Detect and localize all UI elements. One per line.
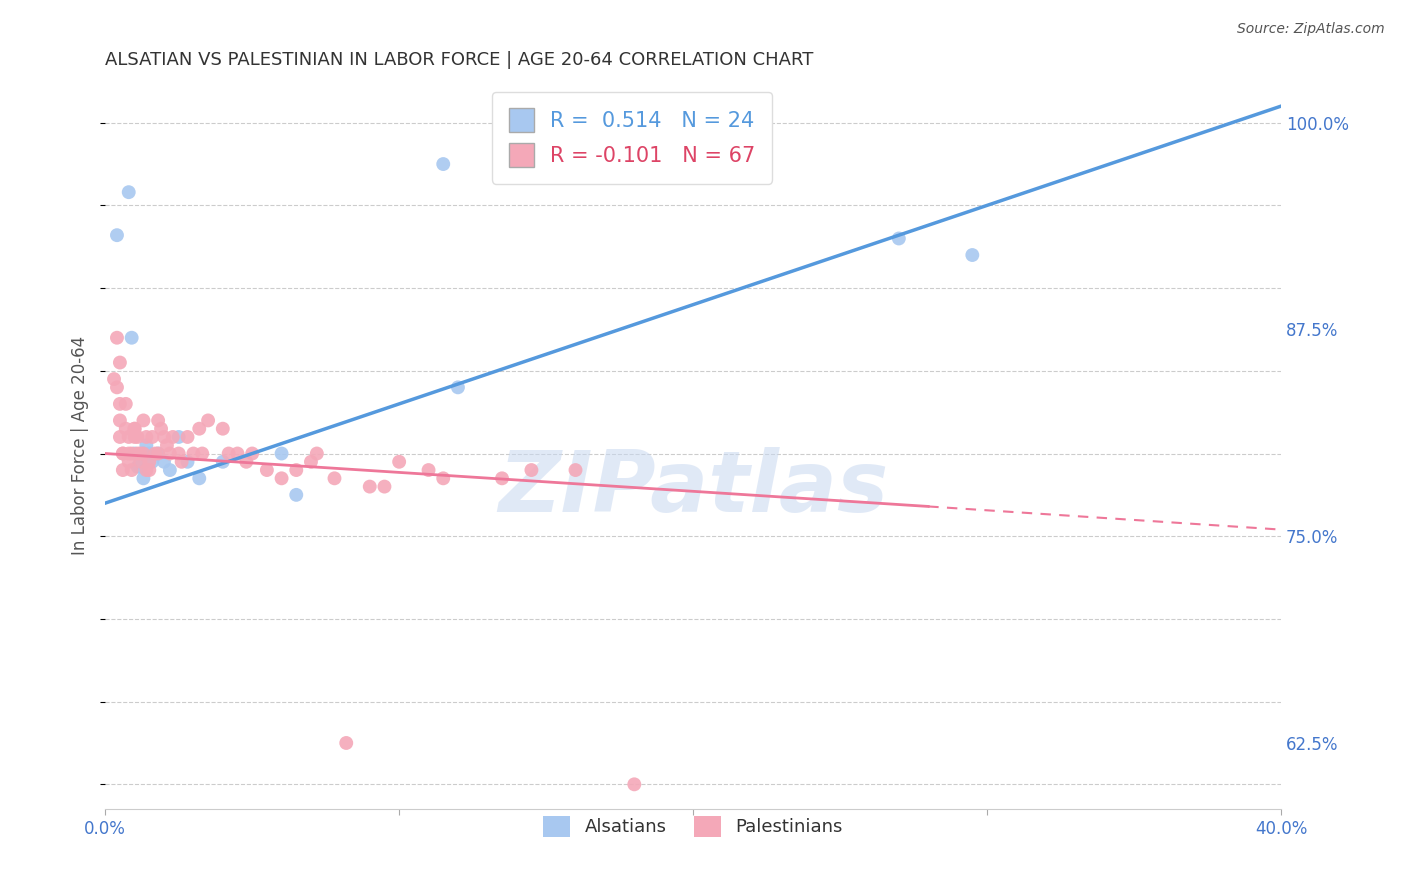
Point [127, 446, 149, 460]
Point [132, 446, 155, 460]
Point [270, 471, 292, 485]
Point [491, 471, 513, 485]
Point [285, 463, 308, 477]
Point [159, 446, 181, 460]
Point [176, 455, 198, 469]
Point [135, 463, 157, 477]
Point [124, 422, 146, 436]
Point [285, 488, 308, 502]
Point [623, 777, 645, 791]
Point [359, 480, 381, 494]
Point [118, 455, 141, 469]
Point [132, 471, 155, 485]
Text: ZIPatlas: ZIPatlas [498, 448, 889, 531]
Point [153, 455, 176, 469]
Point [138, 463, 160, 477]
Point [156, 438, 179, 452]
Point [121, 446, 143, 460]
Legend: Alsatians, Palestinians: Alsatians, Palestinians [536, 808, 851, 844]
Point [135, 430, 157, 444]
Point [176, 430, 198, 444]
Point [118, 430, 141, 444]
Point [105, 331, 128, 345]
Point [111, 463, 134, 477]
Point [124, 422, 146, 436]
Point [299, 455, 322, 469]
Point [162, 430, 184, 444]
Point [111, 446, 134, 460]
Point [135, 438, 157, 452]
Point [211, 422, 233, 436]
Point [124, 446, 146, 460]
Point [118, 446, 141, 460]
Point [132, 413, 155, 427]
Point [111, 446, 134, 460]
Point [127, 459, 149, 474]
Point [887, 231, 910, 245]
Point [153, 430, 176, 444]
Point [183, 446, 205, 460]
Point [138, 446, 160, 460]
Point [114, 422, 136, 436]
Point [103, 372, 125, 386]
Point [191, 446, 214, 460]
Point [432, 157, 454, 171]
Point [170, 455, 193, 469]
Point [105, 380, 128, 394]
Point [141, 455, 163, 469]
Point [138, 455, 160, 469]
Point [146, 446, 169, 460]
Text: Source: ZipAtlas.com: Source: ZipAtlas.com [1237, 22, 1385, 37]
Point [305, 446, 328, 460]
Point [118, 185, 141, 199]
Point [105, 228, 128, 243]
Point [167, 430, 190, 444]
Point [256, 463, 278, 477]
Point [108, 397, 131, 411]
Point [432, 471, 454, 485]
Point [108, 413, 131, 427]
Point [129, 455, 152, 469]
Point [141, 430, 163, 444]
Point [167, 446, 190, 460]
Point [129, 446, 152, 460]
Point [211, 455, 233, 469]
Point [150, 422, 173, 436]
Point [270, 446, 292, 460]
Text: ALSATIAN VS PALESTINIAN IN LABOR FORCE | AGE 20-64 CORRELATION CHART: ALSATIAN VS PALESTINIAN IN LABOR FORCE |… [105, 51, 814, 69]
Point [108, 430, 131, 444]
Point [418, 463, 440, 477]
Point [108, 355, 131, 369]
Point [129, 459, 152, 474]
Y-axis label: In Labor Force | Age 20-64: In Labor Force | Age 20-64 [72, 335, 89, 555]
Point [146, 413, 169, 427]
Point [962, 248, 984, 262]
Point [188, 422, 211, 436]
Point [132, 446, 155, 460]
Point [323, 471, 346, 485]
Point [143, 446, 166, 460]
Point [235, 455, 257, 469]
Point [226, 446, 249, 460]
Point [121, 331, 143, 345]
Point [447, 380, 470, 394]
Point [159, 463, 181, 477]
Point [114, 397, 136, 411]
Point [240, 446, 263, 460]
Point [373, 480, 395, 494]
Point [121, 463, 143, 477]
Point [388, 455, 411, 469]
Point [188, 471, 211, 485]
Point [218, 446, 240, 460]
Point [124, 430, 146, 444]
Point [564, 463, 586, 477]
Point [127, 430, 149, 444]
Point [520, 463, 543, 477]
Point [335, 736, 357, 750]
Point [146, 446, 169, 460]
Point [197, 413, 219, 427]
